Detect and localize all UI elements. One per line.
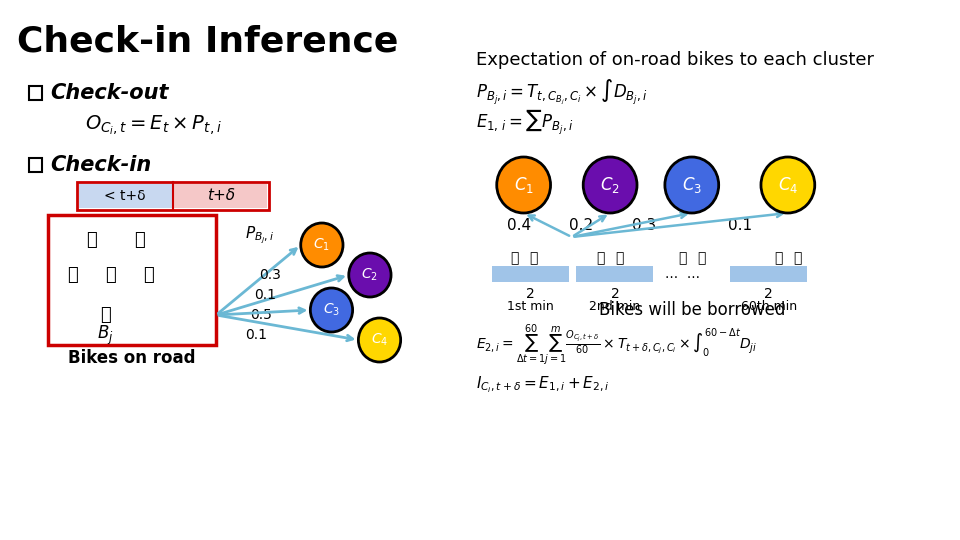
- Text: 0.3: 0.3: [632, 218, 656, 233]
- Text: $C_2$: $C_2$: [362, 267, 378, 283]
- Text: 🚲: 🚲: [100, 306, 111, 324]
- Text: Check-in: Check-in: [50, 155, 152, 175]
- Text: < t+δ: < t+δ: [104, 189, 146, 203]
- Circle shape: [348, 253, 391, 297]
- Text: $C_4$: $C_4$: [371, 332, 388, 348]
- Circle shape: [665, 157, 719, 213]
- Text: $I_{C_i,t+\delta} = E_{1,i} + E_{2,i}$: $I_{C_i,t+\delta} = E_{1,i} + E_{2,i}$: [475, 375, 610, 395]
- Text: 🚲: 🚲: [105, 266, 116, 284]
- Text: 🚲: 🚲: [678, 251, 686, 265]
- Text: 0.1: 0.1: [728, 218, 752, 233]
- Text: 0.2: 0.2: [569, 218, 593, 233]
- Circle shape: [358, 318, 400, 362]
- FancyBboxPatch shape: [29, 158, 42, 172]
- FancyBboxPatch shape: [29, 86, 42, 100]
- Text: 🚲: 🚲: [144, 266, 155, 284]
- Text: $P_{B_j,i}$: $P_{B_j,i}$: [245, 225, 275, 246]
- Text: 🚲: 🚲: [510, 251, 518, 265]
- Text: $C_1$: $C_1$: [313, 237, 330, 253]
- Text: 0.1: 0.1: [254, 288, 276, 302]
- FancyBboxPatch shape: [174, 184, 267, 208]
- FancyBboxPatch shape: [731, 266, 807, 282]
- Text: 0.4: 0.4: [507, 218, 531, 233]
- Text: $C_4$: $C_4$: [778, 175, 798, 195]
- Text: 0.5: 0.5: [250, 308, 272, 322]
- Text: $P_{B_j,i} = T_{t,C_{B_j},C_i} \times \int D_{B_j,i}$: $P_{B_j,i} = T_{t,C_{B_j},C_i} \times \i…: [475, 77, 647, 106]
- Text: $C_3$: $C_3$: [682, 175, 702, 195]
- Circle shape: [300, 223, 343, 267]
- FancyBboxPatch shape: [492, 266, 568, 282]
- Text: 2: 2: [764, 287, 773, 301]
- FancyBboxPatch shape: [77, 182, 269, 210]
- Text: 🚲: 🚲: [134, 231, 145, 249]
- Text: $O_{C_i,t}=E_t \times P_{t,i}$: $O_{C_i,t}=E_t \times P_{t,i}$: [85, 113, 222, 137]
- Circle shape: [496, 157, 550, 213]
- Text: Expectation of on-road bikes to each cluster: Expectation of on-road bikes to each clu…: [475, 51, 874, 69]
- Text: 🚲: 🚲: [697, 251, 706, 265]
- Text: t+δ: t+δ: [207, 188, 235, 204]
- Text: 0.3: 0.3: [259, 268, 281, 282]
- Text: Bikes on road: Bikes on road: [68, 349, 196, 367]
- Text: 🚲: 🚲: [774, 251, 782, 265]
- Text: $E_{1,\,i} = \sum P_{B_j,i}$: $E_{1,\,i} = \sum P_{B_j,i}$: [475, 107, 573, 137]
- Text: Check-in Inference: Check-in Inference: [17, 25, 398, 59]
- FancyBboxPatch shape: [577, 266, 654, 282]
- Text: 🚲: 🚲: [85, 231, 97, 249]
- Circle shape: [584, 157, 637, 213]
- Circle shape: [761, 157, 815, 213]
- FancyBboxPatch shape: [48, 215, 216, 345]
- Text: 🚲: 🚲: [596, 251, 605, 265]
- Circle shape: [310, 288, 352, 332]
- Text: $C_2$: $C_2$: [600, 175, 620, 195]
- Text: 1st min: 1st min: [507, 300, 554, 313]
- Text: 🚲: 🚲: [529, 251, 538, 265]
- Text: $E_{2,i} = \sum_{\Delta t=1}^{60} \sum_{j=1}^{m} \frac{O_{C_j,t+\delta}}{60} \ti: $E_{2,i} = \sum_{\Delta t=1}^{60} \sum_{…: [475, 322, 756, 368]
- Text: 60th min: 60th min: [740, 300, 797, 313]
- Text: 🚲: 🚲: [615, 251, 624, 265]
- Text: 2: 2: [526, 287, 535, 301]
- Text: Bikes will be borrowed: Bikes will be borrowed: [599, 301, 785, 319]
- Text: $B_j$: $B_j$: [97, 323, 114, 347]
- Text: 🚲: 🚲: [66, 266, 78, 284]
- Text: 0.1: 0.1: [245, 328, 267, 342]
- Text: $C_1$: $C_1$: [514, 175, 534, 195]
- Text: $C_3$: $C_3$: [323, 302, 340, 318]
- Text: 🚲: 🚲: [793, 251, 802, 265]
- FancyBboxPatch shape: [79, 184, 172, 208]
- Text: Check-out: Check-out: [50, 83, 168, 103]
- Text: ...  ...: ... ...: [664, 267, 700, 281]
- Text: 2: 2: [611, 287, 619, 301]
- Text: 2nd min: 2nd min: [589, 300, 640, 313]
